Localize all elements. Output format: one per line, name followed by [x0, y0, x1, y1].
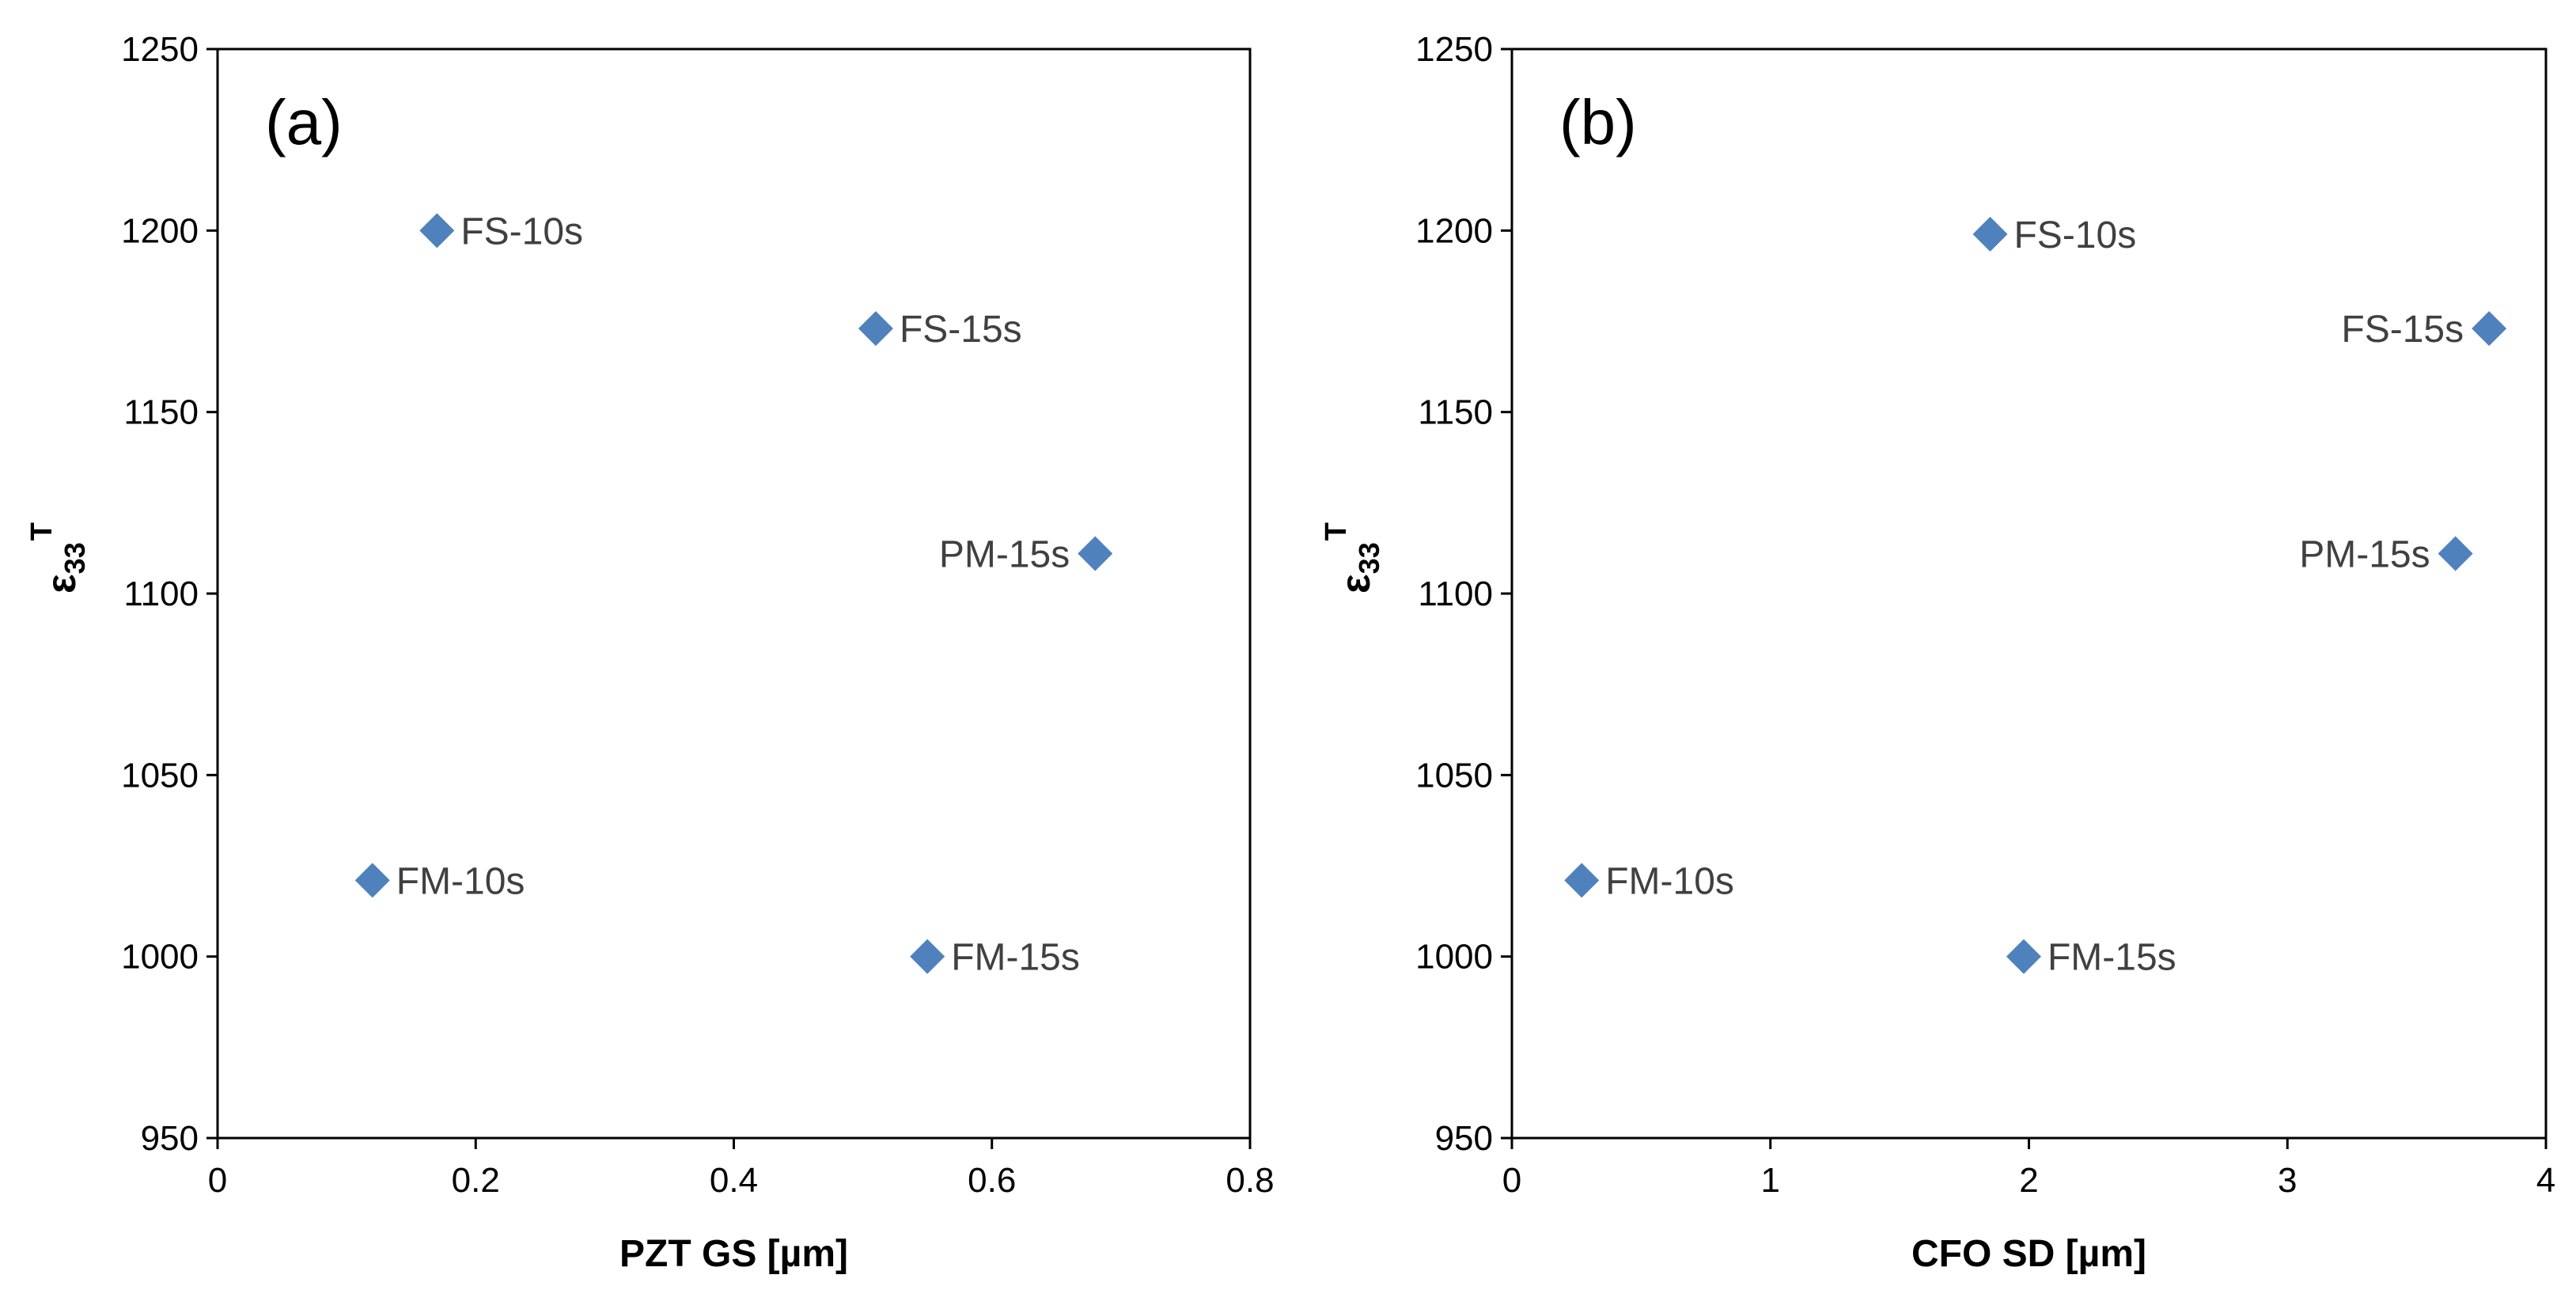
y-tick-label: 1100	[1418, 575, 1493, 613]
y-axis-title-superscript: T	[25, 522, 59, 541]
y-tick-label: 950	[141, 1119, 199, 1158]
y-tick-label: 1150	[1418, 393, 1493, 432]
data-point-marker	[1972, 216, 2008, 252]
x-tick-label: 2	[2019, 1161, 2038, 1200]
data-point-marker	[2472, 311, 2507, 347]
y-axis-title-symbol: ε	[39, 574, 85, 594]
x-tick-label: 0	[1502, 1161, 1521, 1200]
data-point-label: FS-10s	[2013, 214, 2136, 256]
y-tick-label: 1050	[1415, 756, 1493, 795]
x-tick-label: 0.6	[968, 1161, 1016, 1200]
data-point-marker	[419, 213, 455, 249]
plot-area-frame	[1510, 47, 2548, 1140]
data-point-marker	[2006, 939, 2041, 974]
data-point-label: FM-15s	[2048, 937, 2176, 979]
chart-panel-a: 950 1000 1050 1100 1150 1200 1250 0 0.2 0.4 0.6 0.8…	[25, 30, 1275, 1275]
data-point-label: FM-10s	[1605, 860, 1734, 902]
x-axis-title: PZT GS [µm]	[619, 1233, 848, 1275]
y-axis-title-subscript: 33	[59, 542, 91, 574]
data-point-label: FS-15s	[900, 309, 1022, 351]
y-tick-label: 1250	[121, 30, 199, 69]
data-point-marker	[1564, 863, 1600, 898]
data-point-marker	[354, 863, 390, 898]
x-axis-title: CFO SD [µm]	[1911, 1233, 2146, 1275]
x-tick-label: 0.8	[1225, 1161, 1274, 1200]
plot-area-frame	[216, 47, 1252, 1140]
data-point-label: FM-15s	[951, 937, 1080, 979]
y-axis-title: ε33T	[25, 522, 91, 594]
y-axis-title-symbol: ε	[1333, 574, 1379, 594]
y-tick-label: 1150	[123, 393, 199, 432]
x-tick-label: 0.2	[452, 1161, 500, 1200]
y-axis-title-superscript: T	[1320, 522, 1353, 541]
data-point-marker	[2438, 536, 2473, 571]
data-point-marker	[910, 939, 945, 974]
y-tick-label: 1050	[121, 756, 199, 795]
data-point-label: FS-15s	[2341, 309, 2464, 351]
y-tick-label: 1100	[123, 575, 199, 613]
data-point-marker	[1078, 536, 1113, 571]
chart-panel-b: 950 1000 1050 1100 1150 1200 1250 0 1 2 3 4 CFO SD […	[1320, 30, 2555, 1275]
x-tick-label: 4	[2536, 1161, 2555, 1200]
data-point-label: FS-10s	[460, 211, 583, 252]
x-tick-label: 0.4	[710, 1161, 758, 1200]
y-axis-title-subscript: 33	[1353, 542, 1385, 574]
panel-label: (a)	[265, 87, 343, 157]
panel-label: (b)	[1559, 87, 1637, 157]
data-point-label: PM-15s	[939, 534, 1070, 576]
y-tick-label: 1000	[121, 938, 199, 977]
x-tick-label: 3	[2278, 1161, 2297, 1200]
y-axis-title: ε33T	[1320, 522, 1385, 594]
x-tick-label: 0	[208, 1161, 227, 1200]
y-tick-label: 950	[1435, 1119, 1493, 1158]
data-point-marker	[858, 311, 893, 347]
y-tick-label: 1000	[1415, 938, 1493, 977]
y-tick-label: 1250	[1415, 30, 1493, 69]
x-tick-label: 1	[1761, 1161, 1780, 1200]
data-point-label: FM-10s	[396, 860, 525, 902]
data-point-label: PM-15s	[2299, 534, 2430, 576]
y-tick-label: 1200	[1415, 211, 1493, 250]
y-tick-label: 1200	[121, 211, 199, 250]
